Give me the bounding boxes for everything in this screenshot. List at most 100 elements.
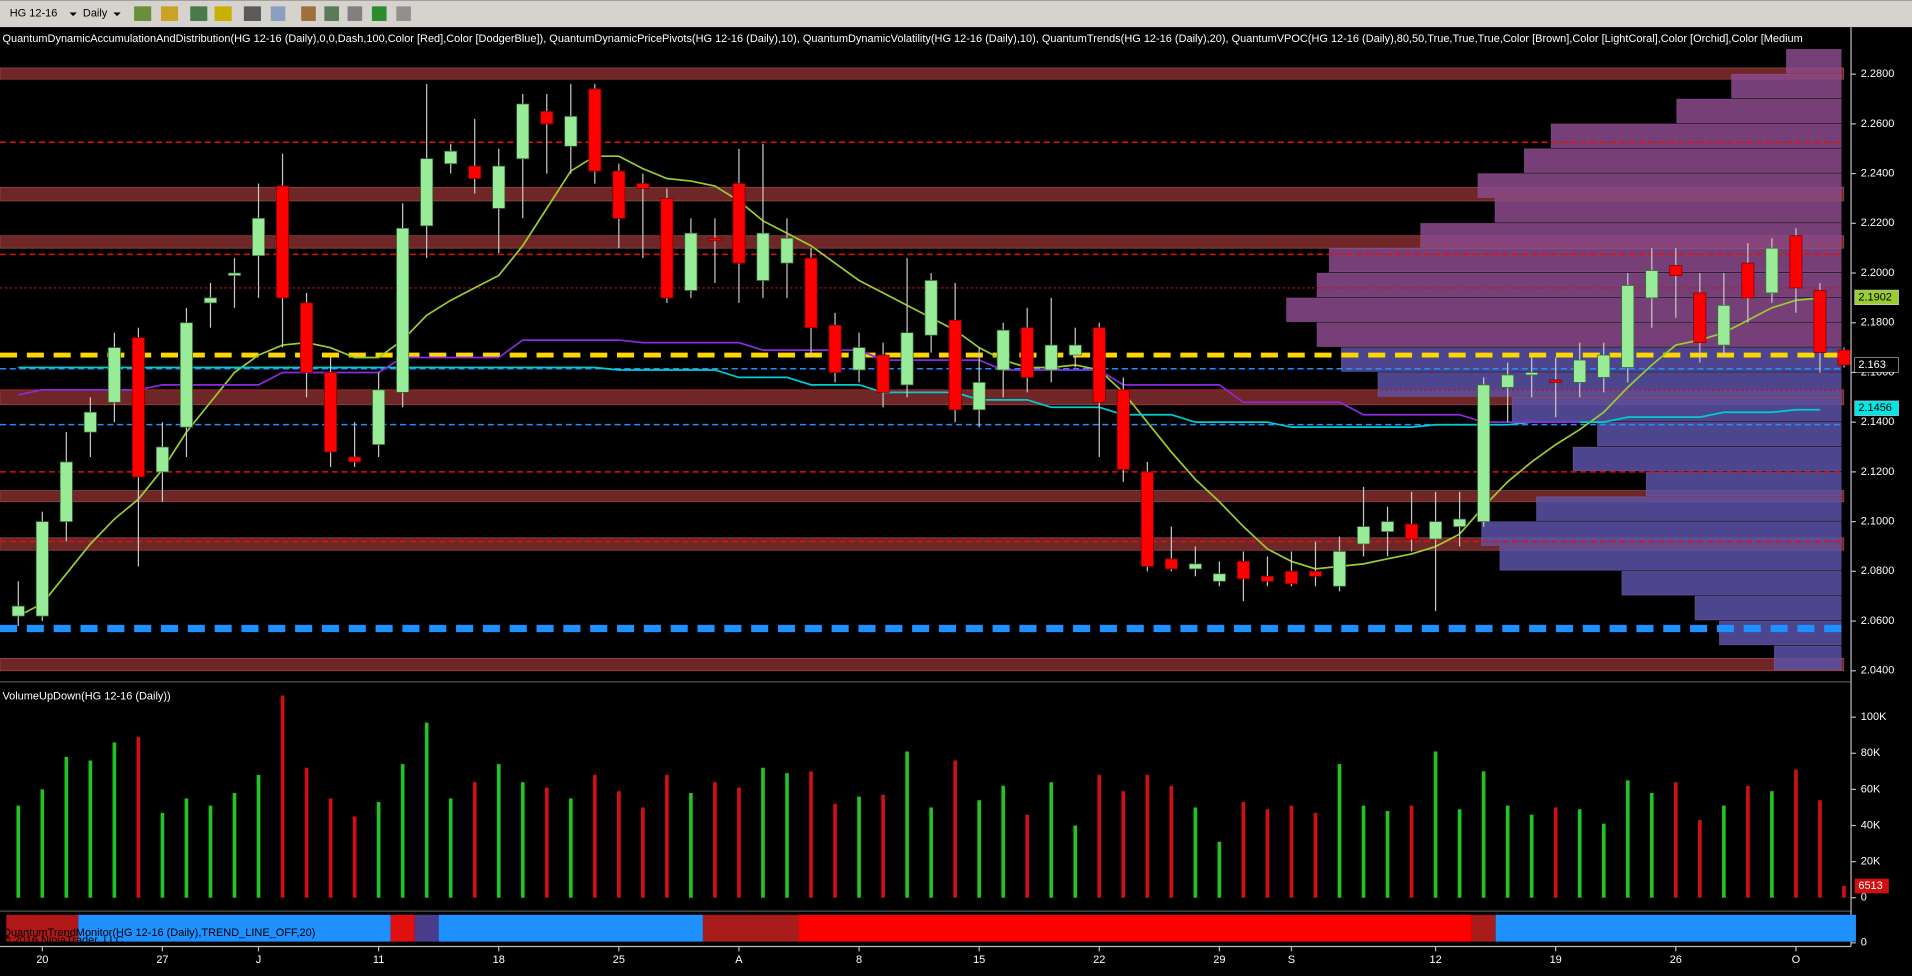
volume-bar: [857, 796, 861, 898]
candle-body: [1525, 372, 1539, 376]
trend-segment: [1495, 914, 1856, 942]
volume-bar: [1577, 809, 1582, 898]
x-tick-label: O: [1792, 954, 1801, 966]
candle-body: [252, 217, 265, 256]
candle-body: [372, 389, 386, 445]
volume-profile-bar: [1494, 198, 1842, 223]
period-selector[interactable]: Daily: [83, 8, 108, 20]
candle-body: [876, 354, 890, 393]
volume-bar: [689, 793, 693, 898]
trend-segment: [799, 914, 824, 942]
data-box-button[interactable]: [347, 6, 363, 21]
trend-segment: [6, 914, 79, 942]
volume-bar: [1722, 805, 1726, 898]
x-tick-label: 20: [36, 954, 48, 966]
volume-bar: [400, 764, 405, 898]
volume-bar: [1289, 805, 1294, 898]
candle-body: [131, 337, 145, 478]
volume-bar: [64, 756, 69, 898]
candle-body: [35, 521, 49, 617]
y-tick-label: 100K: [1861, 711, 1887, 723]
candle-body: [444, 150, 458, 165]
x-tick-label: 11: [373, 954, 384, 966]
candle-body: [1309, 570, 1322, 577]
y-tick-label: 2.1800: [1861, 317, 1895, 329]
dropdown-arrow[interactable]: [69, 12, 77, 17]
candle-body: [155, 446, 169, 473]
volume-bar: [280, 695, 285, 898]
candle-body: [1164, 558, 1178, 570]
candle-body: [1092, 327, 1106, 403]
candle-body: [1477, 384, 1491, 522]
volume-bar: [304, 767, 309, 898]
dropdown-arrow[interactable]: [113, 12, 121, 17]
volume-profile-bar: [1786, 48, 1842, 74]
volume-bar: [1770, 791, 1774, 898]
volume-bar: [1241, 802, 1246, 898]
trend-segment: [414, 914, 439, 942]
candle-body: [804, 257, 818, 329]
candle-body: [732, 183, 746, 264]
trend-segment: [438, 914, 703, 942]
volume-bar: [1601, 823, 1606, 898]
window-button[interactable]: [396, 6, 411, 21]
candle-body: [756, 232, 770, 281]
volume-bar: [1337, 764, 1342, 898]
candle-body: [1573, 359, 1587, 383]
indicator-line: [18, 366, 1820, 429]
volume-bar: [1265, 809, 1270, 898]
candle-body: [540, 111, 554, 125]
zoom-button[interactable]: [270, 6, 286, 21]
candle-body: [1236, 561, 1250, 580]
candle-body: [1284, 570, 1298, 585]
volume-bar: [1409, 805, 1414, 898]
volume-bar: [641, 807, 645, 898]
y-tick-label: 20K: [1861, 856, 1881, 868]
candle-body: [107, 347, 121, 403]
volume-bar: [1697, 820, 1702, 898]
template-button[interactable]: [324, 6, 339, 21]
candle-body: [1789, 235, 1803, 289]
x-tick-label: A: [735, 954, 743, 966]
volume-bar: [520, 782, 525, 898]
volume-bar: [328, 798, 333, 898]
volume-bar: [1505, 805, 1510, 898]
candle-body: [1813, 290, 1827, 353]
x-tick-label: 8: [856, 954, 862, 966]
indicator-button[interactable]: [190, 6, 208, 21]
strategy-button[interactable]: [214, 6, 232, 21]
candle-body: [1837, 349, 1851, 366]
candle-body: [420, 158, 434, 227]
y-tick-label: 2.2800: [1861, 68, 1895, 80]
trend-segment: [1471, 914, 1496, 942]
y-tick-label: 2.2200: [1861, 217, 1895, 229]
volume-bar: [1553, 807, 1558, 898]
volume-profile-bar: [1341, 347, 1842, 372]
volume-bar: [1313, 812, 1318, 898]
cursor-button[interactable]: [243, 6, 261, 21]
volume-bar: [88, 760, 93, 898]
candle-body: [1501, 374, 1515, 388]
volume-bar: [1145, 774, 1150, 898]
properties-button[interactable]: [301, 6, 316, 21]
sr-zone: [0, 186, 1845, 202]
volume-bar: [544, 787, 549, 898]
candle-body: [11, 605, 25, 617]
bar-type-button[interactable]: [134, 6, 152, 21]
value-label: 6513: [1858, 880, 1882, 892]
volume-bar: [136, 737, 141, 898]
draw-button[interactable]: [160, 6, 179, 21]
y-tick-label: 2.2400: [1861, 167, 1895, 179]
x-tick-label: 18: [493, 954, 505, 966]
candle-body: [684, 232, 698, 291]
order-button[interactable]: [371, 6, 387, 21]
candle-body: [1116, 389, 1130, 470]
indicator-line: [18, 339, 1580, 424]
x-tick-label: 25: [613, 954, 625, 966]
instrument-selector[interactable]: HG 12-16: [10, 8, 58, 20]
candle-body: [1188, 563, 1202, 570]
sr-zone: [0, 490, 1845, 503]
volume-bar: [1097, 774, 1102, 898]
copyright: © 2016 NinjaTrader, LLC: [2, 934, 123, 946]
volume-bar: [1457, 809, 1462, 898]
